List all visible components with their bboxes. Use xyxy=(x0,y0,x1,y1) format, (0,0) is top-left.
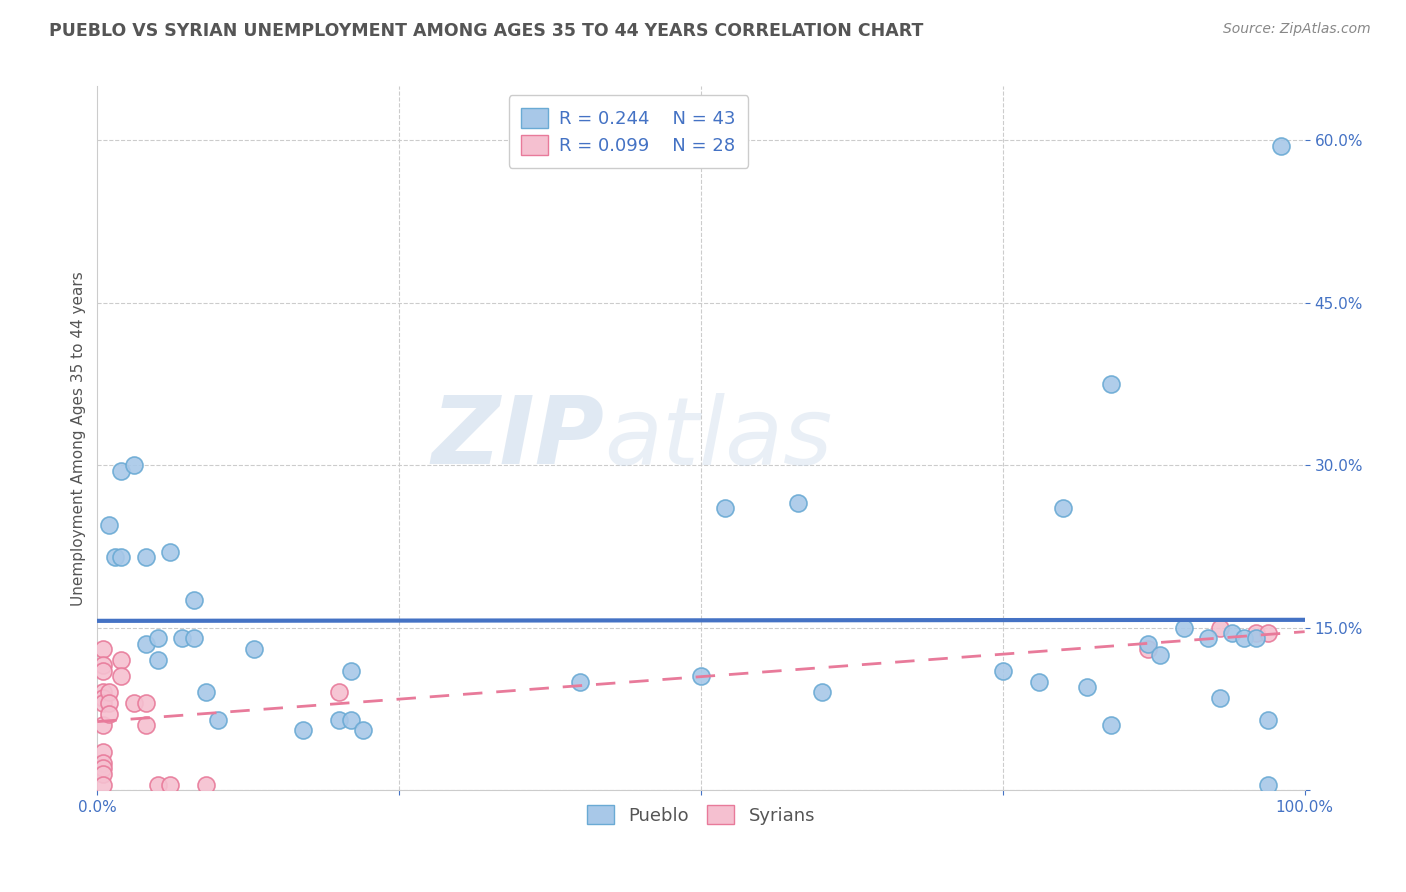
Point xyxy=(159,545,181,559)
Point xyxy=(93,777,115,791)
Point xyxy=(195,777,218,791)
Point xyxy=(93,696,115,710)
Point xyxy=(110,669,132,683)
Point xyxy=(93,658,115,673)
Point xyxy=(93,718,115,732)
Point xyxy=(122,458,145,473)
Point xyxy=(690,669,713,683)
Point xyxy=(98,696,121,710)
Point xyxy=(1149,648,1171,662)
Text: ZIP: ZIP xyxy=(432,392,605,484)
Point xyxy=(207,713,229,727)
Point xyxy=(786,496,808,510)
Point xyxy=(1270,139,1292,153)
Point xyxy=(714,501,737,516)
Point xyxy=(1173,621,1195,635)
Point xyxy=(1197,632,1219,646)
Point xyxy=(291,723,314,738)
Point xyxy=(1136,642,1159,657)
Point xyxy=(1220,626,1243,640)
Point xyxy=(1028,674,1050,689)
Text: PUEBLO VS SYRIAN UNEMPLOYMENT AMONG AGES 35 TO 44 YEARS CORRELATION CHART: PUEBLO VS SYRIAN UNEMPLOYMENT AMONG AGES… xyxy=(49,22,924,40)
Point xyxy=(93,766,115,780)
Point xyxy=(1052,501,1074,516)
Point xyxy=(328,713,350,727)
Point xyxy=(569,674,592,689)
Point xyxy=(110,550,132,565)
Point xyxy=(93,690,115,705)
Point xyxy=(183,593,205,607)
Point xyxy=(93,642,115,657)
Point xyxy=(1136,637,1159,651)
Point xyxy=(98,517,121,532)
Point xyxy=(104,550,127,565)
Point xyxy=(98,707,121,722)
Point xyxy=(810,685,832,699)
Point xyxy=(135,550,157,565)
Point xyxy=(1246,626,1268,640)
Point xyxy=(340,713,363,727)
Point xyxy=(1076,680,1098,694)
Point xyxy=(93,745,115,759)
Point xyxy=(110,653,132,667)
Point xyxy=(93,761,115,775)
Point xyxy=(1233,632,1256,646)
Point xyxy=(93,756,115,770)
Y-axis label: Unemployment Among Ages 35 to 44 years: Unemployment Among Ages 35 to 44 years xyxy=(72,271,86,606)
Point xyxy=(1101,377,1123,392)
Point xyxy=(146,653,169,667)
Point xyxy=(110,464,132,478)
Point xyxy=(243,642,266,657)
Point xyxy=(183,632,205,646)
Point xyxy=(1209,690,1232,705)
Point xyxy=(135,637,157,651)
Point xyxy=(1101,718,1123,732)
Point xyxy=(340,664,363,678)
Point xyxy=(195,685,218,699)
Point xyxy=(93,685,115,699)
Point xyxy=(1257,713,1279,727)
Point xyxy=(135,696,157,710)
Text: atlas: atlas xyxy=(605,392,832,483)
Point xyxy=(98,685,121,699)
Point xyxy=(135,718,157,732)
Point xyxy=(1246,632,1268,646)
Point xyxy=(991,664,1014,678)
Text: Source: ZipAtlas.com: Source: ZipAtlas.com xyxy=(1223,22,1371,37)
Point xyxy=(328,685,350,699)
Point xyxy=(352,723,374,738)
Point xyxy=(1209,621,1232,635)
Point xyxy=(1257,626,1279,640)
Legend: Pueblo, Syrians: Pueblo, Syrians xyxy=(578,796,824,834)
Point xyxy=(146,632,169,646)
Point xyxy=(93,664,115,678)
Point xyxy=(146,777,169,791)
Point xyxy=(122,696,145,710)
Point xyxy=(1257,777,1279,791)
Point xyxy=(170,632,193,646)
Point xyxy=(159,777,181,791)
